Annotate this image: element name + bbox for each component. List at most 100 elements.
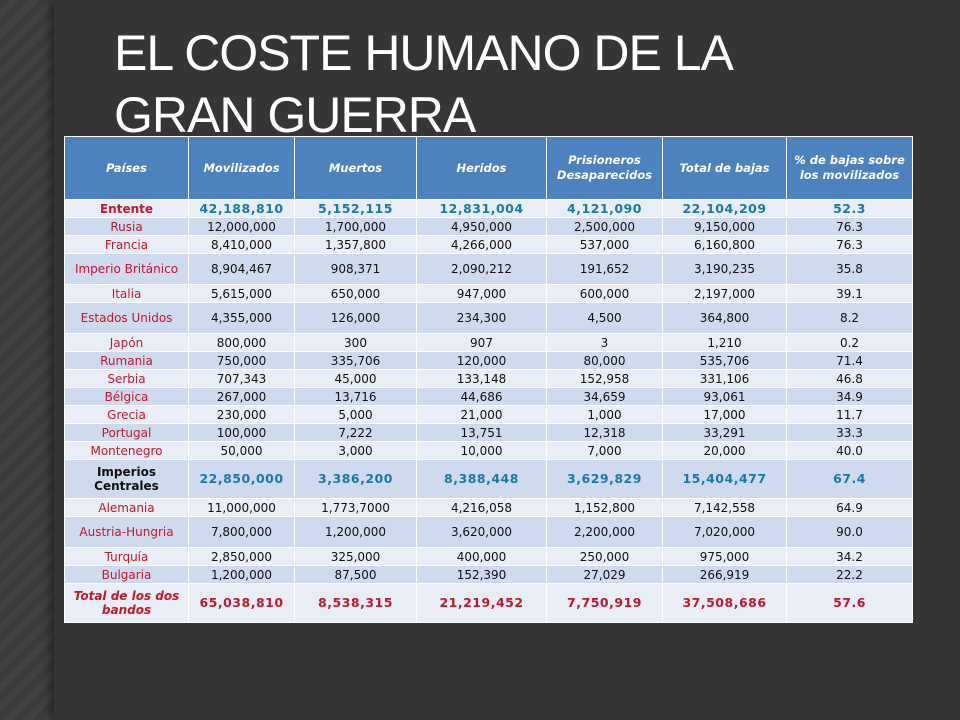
value-cell: 11,000,000 (188, 498, 295, 517)
value-cell: 300 (294, 333, 417, 352)
country-cell: Serbia (64, 369, 189, 388)
value-cell: 152,390 (416, 565, 547, 584)
value-cell: 535,706 (662, 351, 787, 370)
value-cell: 65,038,810 (188, 583, 295, 623)
value-cell: 37,508,686 (662, 583, 787, 623)
value-cell: 907 (416, 333, 547, 352)
country-cell: Austria-Hungria (64, 516, 189, 548)
table-row: Grecia 230,000 5,000 21,000 1,000 17,000 11.7 (64, 405, 913, 424)
value-cell: 126,000 (294, 302, 417, 334)
value-cell: 13,716 (294, 387, 417, 406)
value-cell: 57.6 (786, 583, 913, 623)
value-cell: 80,000 (546, 351, 663, 370)
value-cell: 71.4 (786, 351, 913, 370)
value-cell: 45,000 (294, 369, 417, 388)
value-cell: 3,620,000 (416, 516, 547, 548)
value-cell: 707,343 (188, 369, 295, 388)
table-row: Montenegro 50,000 3,000 10,000 7,000 20,000 40… (64, 441, 913, 460)
value-cell: 21,219,452 (416, 583, 547, 623)
value-cell: 120,000 (416, 351, 547, 370)
value-cell: 800,000 (188, 333, 295, 352)
header-cell: Muertos (294, 136, 417, 200)
value-cell: 40.0 (786, 441, 913, 460)
value-cell: 34,659 (546, 387, 663, 406)
value-cell: 12,831,004 (416, 199, 547, 218)
table-row: Total de los dos bandos 65,038,810 8,538,3… (64, 583, 913, 623)
header-cell: Países (64, 136, 189, 200)
table-row: Bélgica 267,000 13,716 44,686 34,659 93,061 34… (64, 387, 913, 406)
table-row: Serbia 707,343 45,000 133,148 152,958 331,106… (64, 369, 913, 388)
header-cell: % de bajas sobre los movilizados (786, 136, 913, 200)
table-row: Italia 5,615,000 650,000 947,000 600,000 2,19… (64, 284, 913, 303)
country-cell: Bélgica (64, 387, 189, 406)
value-cell: 39.1 (786, 284, 913, 303)
table-row: Austria-Hungria 7,800,000 1,200,000 3,620,0… (64, 516, 913, 548)
value-cell: 4,500 (546, 302, 663, 334)
value-cell: 35.8 (786, 253, 913, 285)
value-cell: 191,652 (546, 253, 663, 285)
value-cell: 3,190,235 (662, 253, 787, 285)
country-cell: Imperio Británico (64, 253, 189, 285)
value-cell: 34.2 (786, 547, 913, 566)
value-cell: 93,061 (662, 387, 787, 406)
value-cell: 46.8 (786, 369, 913, 388)
value-cell: 5,152,115 (294, 199, 417, 218)
value-cell: 7,020,000 (662, 516, 787, 548)
table-row: Alemania 11,000,000 1,773,7000 4,216,058 1,1… (64, 498, 913, 517)
value-cell: 50,000 (188, 441, 295, 460)
value-cell: 6,160,800 (662, 235, 787, 254)
value-cell: 76.3 (786, 235, 913, 254)
value-cell: 947,000 (416, 284, 547, 303)
country-cell: Rusia (64, 217, 189, 236)
table-row: Japón 800,000 300 907 3 1,210 0.2 (64, 333, 913, 352)
value-cell: 335,706 (294, 351, 417, 370)
value-cell: 2,500,000 (546, 217, 663, 236)
country-cell: Francia (64, 235, 189, 254)
country-cell: Grecia (64, 405, 189, 424)
country-cell: Rumania (64, 351, 189, 370)
country-cell: Bulgaria (64, 565, 189, 584)
value-cell: 8.2 (786, 302, 913, 334)
value-cell: 10,000 (416, 441, 547, 460)
value-cell: 44,686 (416, 387, 547, 406)
value-cell: 650,000 (294, 284, 417, 303)
country-cell: Japón (64, 333, 189, 352)
value-cell: 133,148 (416, 369, 547, 388)
value-cell: 22,850,000 (188, 459, 295, 499)
value-cell: 8,538,315 (294, 583, 417, 623)
country-cell: Portugal (64, 423, 189, 442)
value-cell: 1,700,000 (294, 217, 417, 236)
header-cell: Total de bajas (662, 136, 787, 200)
value-cell: 4,266,000 (416, 235, 547, 254)
country-cell: Alemania (64, 498, 189, 517)
value-cell: 3,386,200 (294, 459, 417, 499)
table-row: Imperio Británico 8,904,467 908,371 2,090,2… (64, 253, 913, 285)
value-cell: 7,000 (546, 441, 663, 460)
value-cell: 0.2 (786, 333, 913, 352)
value-cell: 20,000 (662, 441, 787, 460)
value-cell: 1,200,000 (294, 516, 417, 548)
value-cell: 76.3 (786, 217, 913, 236)
value-cell: 750,000 (188, 351, 295, 370)
value-cell: 42,188,810 (188, 199, 295, 218)
value-cell: 230,000 (188, 405, 295, 424)
value-cell: 21,000 (416, 405, 547, 424)
value-cell: 87,500 (294, 565, 417, 584)
header-cell: Prisioneros Desaparecidos (546, 136, 663, 200)
value-cell: 600,000 (546, 284, 663, 303)
value-cell: 1,357,800 (294, 235, 417, 254)
value-cell: 1,210 (662, 333, 787, 352)
value-cell: 1,200,000 (188, 565, 295, 584)
value-cell: 325,000 (294, 547, 417, 566)
value-cell: 22,104,209 (662, 199, 787, 218)
value-cell: 100,000 (188, 423, 295, 442)
table-body: Entente 42,188,810 5,152,115 12,831,004 4,12… (64, 199, 913, 623)
value-cell: 64.9 (786, 498, 913, 517)
table-row: Rumania 750,000 335,706 120,000 80,000 535,70… (64, 351, 913, 370)
value-cell: 1,000 (546, 405, 663, 424)
table-row: Turquía 2,850,000 325,000 400,000 250,000 975… (64, 547, 913, 566)
value-cell: 8,410,000 (188, 235, 295, 254)
country-cell: Italia (64, 284, 189, 303)
table-row: Estados Unidos 4,355,000 126,000 234,300 4,5… (64, 302, 913, 334)
value-cell: 13,751 (416, 423, 547, 442)
